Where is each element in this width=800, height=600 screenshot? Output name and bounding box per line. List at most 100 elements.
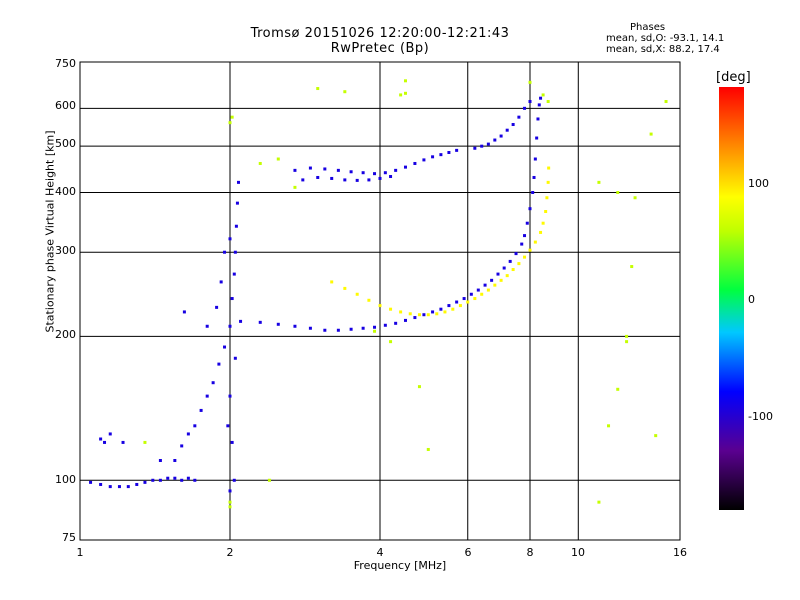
- data-point: [486, 142, 490, 146]
- data-point: [417, 385, 421, 389]
- phase-stats-o-mode: mean, sd,O: -93.1, 14.1: [606, 33, 725, 44]
- data-point: [541, 221, 545, 225]
- data-point: [230, 115, 234, 119]
- data-point: [544, 210, 548, 214]
- data-point: [230, 440, 234, 444]
- data-point: [528, 207, 532, 211]
- data-point: [276, 157, 280, 161]
- chart-title: Tromsø 20151026 12:20:00-12:21:43: [250, 26, 510, 41]
- data-point: [383, 171, 387, 175]
- data-point: [447, 150, 451, 154]
- data-point: [373, 325, 377, 329]
- data-point: [343, 90, 347, 94]
- data-point: [514, 252, 518, 256]
- data-point: [505, 128, 509, 132]
- scatter-points: [89, 79, 668, 509]
- data-point: [394, 321, 398, 325]
- data-point: [654, 434, 658, 438]
- data-point: [403, 318, 407, 322]
- phase-stats-x-mode: mean, sd,X: 88.2, 17.4: [606, 44, 720, 55]
- y-tick-label: 300: [55, 244, 76, 257]
- y-tick-label: 600: [55, 99, 76, 112]
- data-point: [173, 476, 177, 480]
- x-tick-label: 1: [76, 546, 84, 559]
- data-point: [99, 482, 103, 486]
- data-point: [308, 326, 312, 330]
- data-point: [389, 175, 393, 179]
- data-point: [616, 190, 620, 194]
- data-point: [234, 224, 238, 228]
- data-point: [520, 242, 524, 246]
- data-point: [528, 248, 532, 252]
- data-point: [408, 312, 412, 316]
- data-point: [511, 268, 515, 272]
- data-point: [473, 297, 477, 301]
- y-tick-label: 500: [55, 137, 76, 150]
- data-point: [439, 307, 443, 311]
- data-point: [235, 201, 239, 205]
- colorbar-tick-label: -100: [748, 410, 773, 423]
- data-point: [186, 432, 190, 436]
- data-point: [455, 300, 459, 304]
- data-point: [108, 485, 112, 489]
- data-point: [533, 157, 537, 161]
- data-point: [355, 292, 359, 296]
- data-point: [473, 146, 477, 150]
- data-point: [539, 230, 543, 234]
- data-point: [539, 96, 543, 100]
- data-point: [417, 313, 421, 317]
- data-point: [258, 161, 262, 165]
- data-point: [232, 272, 236, 276]
- data-point: [343, 178, 347, 182]
- data-point: [535, 136, 539, 140]
- data-point: [523, 234, 527, 238]
- data-point: [413, 316, 417, 320]
- data-point: [228, 505, 232, 509]
- data-point: [126, 485, 130, 489]
- data-point: [316, 87, 320, 91]
- data-point: [173, 458, 177, 462]
- data-point: [211, 381, 215, 385]
- data-point: [205, 324, 209, 328]
- data-point: [616, 387, 620, 391]
- data-point: [228, 489, 232, 493]
- data-point: [403, 165, 407, 169]
- data-point: [223, 250, 227, 254]
- data-point: [546, 180, 550, 184]
- data-point: [355, 178, 359, 182]
- data-point: [103, 440, 107, 444]
- y-tick-label: 200: [55, 328, 76, 341]
- data-point: [528, 80, 532, 84]
- data-point: [182, 310, 186, 314]
- data-point: [121, 440, 125, 444]
- data-point: [232, 478, 236, 482]
- data-point: [502, 266, 506, 270]
- data-point: [455, 148, 459, 152]
- data-point: [228, 121, 232, 125]
- data-point: [186, 476, 190, 480]
- data-point: [426, 313, 430, 317]
- data-point: [483, 283, 487, 287]
- x-tick-label: 4: [376, 546, 384, 559]
- data-point: [343, 286, 347, 290]
- y-axis-label: Stationary phase Virtual Height [km]: [43, 130, 57, 333]
- data-point: [158, 478, 162, 482]
- data-point: [180, 478, 184, 482]
- data-point: [547, 166, 551, 170]
- data-point: [431, 155, 435, 159]
- x-tick-label: 8: [526, 546, 534, 559]
- data-point: [151, 478, 155, 482]
- data-point: [505, 274, 509, 278]
- data-point: [330, 280, 334, 284]
- data-point: [293, 168, 297, 172]
- data-point: [476, 288, 480, 292]
- data-point: [541, 93, 545, 97]
- data-point: [135, 482, 139, 486]
- data-point: [233, 356, 237, 360]
- data-point: [480, 144, 484, 148]
- data-point: [239, 319, 243, 323]
- data-point: [367, 178, 371, 182]
- colorbar-unit-label: [deg]: [716, 70, 751, 85]
- data-point: [158, 458, 162, 462]
